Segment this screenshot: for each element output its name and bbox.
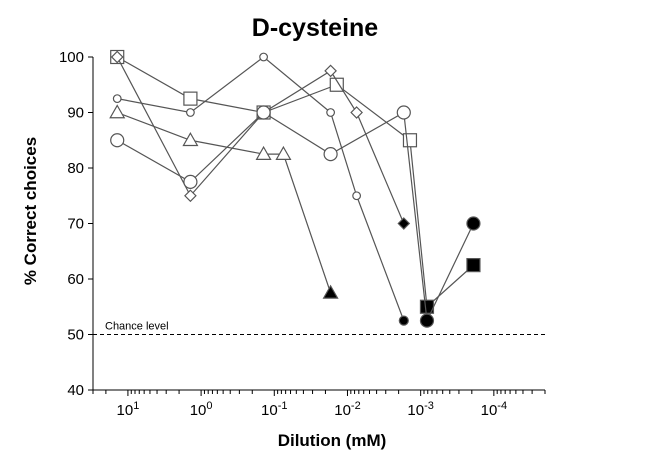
y-tick-label: 40: [67, 382, 84, 399]
ticks: 40 50 60 70 80 90 100 101 100 10-1 10-2 10-3 10-4: [59, 49, 546, 419]
series-diamond: [110, 50, 411, 230]
x-axis-title: Dilution (mM): [278, 431, 387, 450]
series-line: [116, 56, 474, 308]
diamond-marker: [350, 106, 363, 119]
triangle-marker: [322, 284, 339, 299]
circle-large-marker: [396, 105, 411, 120]
series-triangle: [109, 104, 339, 299]
x-tick-label: 10-4: [481, 400, 507, 419]
series-line: [116, 56, 405, 224]
chance-label: Chance level: [105, 321, 169, 333]
circle-small-marker: [112, 94, 122, 104]
y-tick-label: 70: [67, 216, 84, 233]
series-circle-small: [112, 52, 409, 326]
triangle-marker: [275, 145, 292, 160]
circle-large-marker: [256, 105, 271, 120]
circle-small-marker: [398, 315, 409, 326]
square-large-marker: [402, 133, 418, 148]
circle-large-marker: [323, 147, 338, 162]
series-line: [117, 111, 332, 294]
circle-small-marker: [326, 108, 336, 117]
square-large-marker: [183, 91, 198, 106]
x-tick-label: 10-2: [334, 400, 360, 419]
circle-large-marker: [110, 133, 125, 148]
square-large-marker: [329, 77, 344, 92]
circle-small-marker: [352, 191, 362, 201]
circle-large-marker: [466, 216, 481, 231]
series-line: [116, 111, 474, 323]
y-tick-label: 80: [67, 160, 84, 177]
x-tick-label: 100: [190, 400, 213, 419]
series-group: [109, 49, 481, 328]
triangle-marker: [109, 104, 126, 119]
diamond-marker: [110, 50, 124, 64]
triangle-marker: [255, 145, 272, 160]
x-tick-label: 10-1: [261, 400, 287, 419]
diamond-marker: [397, 217, 411, 230]
circle-large-marker: [183, 174, 198, 189]
chance-level: Chance level: [93, 321, 545, 335]
diamond-marker: [184, 189, 197, 203]
series-line: [117, 56, 405, 321]
y-tick-label: 50: [67, 327, 84, 344]
y-axis-title: % Correct choices: [21, 137, 40, 285]
circle-small-marker: [186, 108, 195, 117]
series-circle-large: [110, 105, 481, 328]
series-square-large: [110, 49, 481, 314]
y-tick-label: 90: [67, 105, 84, 122]
diamond-marker: [324, 64, 337, 78]
square-large-marker: [466, 258, 481, 273]
triangle-marker: [182, 132, 199, 147]
x-tick-label: 101: [117, 400, 140, 419]
circle-large-marker: [419, 313, 435, 328]
y-tick-label: 60: [67, 271, 84, 288]
y-tick-label: 100: [59, 49, 84, 66]
chart-title: D-cysteine: [252, 14, 379, 42]
x-tick-label: 10-3: [407, 400, 433, 419]
circle-small-marker: [259, 52, 268, 62]
